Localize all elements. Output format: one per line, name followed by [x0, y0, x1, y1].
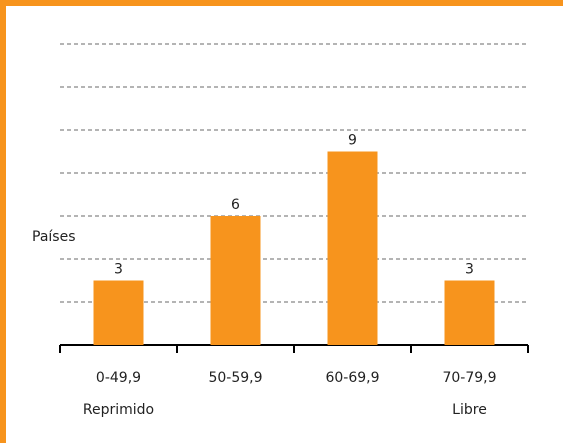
value-label: 3: [465, 262, 474, 278]
value-label: 9: [348, 133, 357, 149]
value-label: 3: [114, 262, 123, 278]
x-sublabel: Reprimido: [83, 402, 154, 418]
bar: [444, 280, 495, 345]
frame-left: [0, 0, 6, 443]
value-label: 6: [231, 197, 240, 213]
y-axis-label: Países: [32, 229, 75, 245]
x-tick-label: 70-79,9: [442, 370, 496, 386]
bar: [327, 151, 378, 345]
x-sublabel: Libre: [452, 402, 487, 418]
x-tick-label: 60-69,9: [325, 370, 379, 386]
bar: [210, 216, 261, 345]
frame-top: [0, 0, 563, 6]
bar: [93, 280, 144, 345]
x-tick-label: 0-49,9: [96, 370, 141, 386]
x-tick-label: 50-59,9: [208, 370, 262, 386]
